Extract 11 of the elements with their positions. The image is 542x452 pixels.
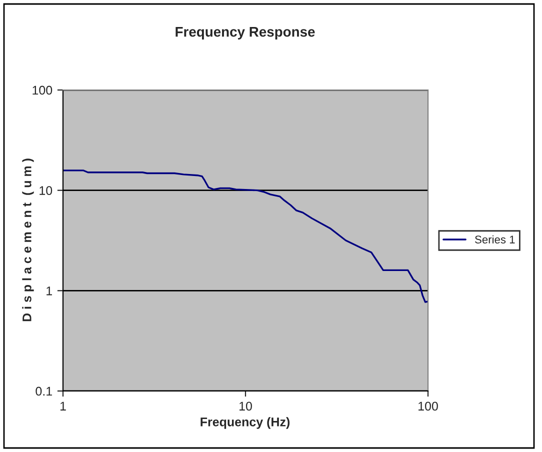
y-tick-label: 100 [32, 86, 52, 95]
x-tick-label: 10 [240, 402, 252, 411]
y-tick-label: 10 [40, 186, 52, 195]
y-axis-title: D i s p l a c e m e n t ( u m ) [22, 158, 34, 322]
x-tick-label: 100 [418, 402, 438, 411]
legend-label: Series 1 [475, 235, 515, 244]
x-axis-title: Frequency (Hz) [200, 417, 290, 429]
chart-title: Frequency Response [176, 27, 315, 40]
y-tick-label: 1 [46, 286, 52, 296]
x-tick-label: 1 [60, 402, 66, 410]
y-tick-label: 0.1 [36, 386, 52, 396]
